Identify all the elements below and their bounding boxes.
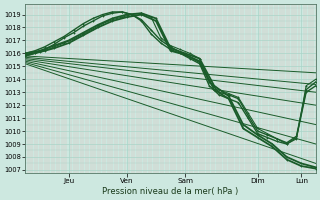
X-axis label: Pression niveau de la mer( hPa ): Pression niveau de la mer( hPa ) xyxy=(102,187,239,196)
